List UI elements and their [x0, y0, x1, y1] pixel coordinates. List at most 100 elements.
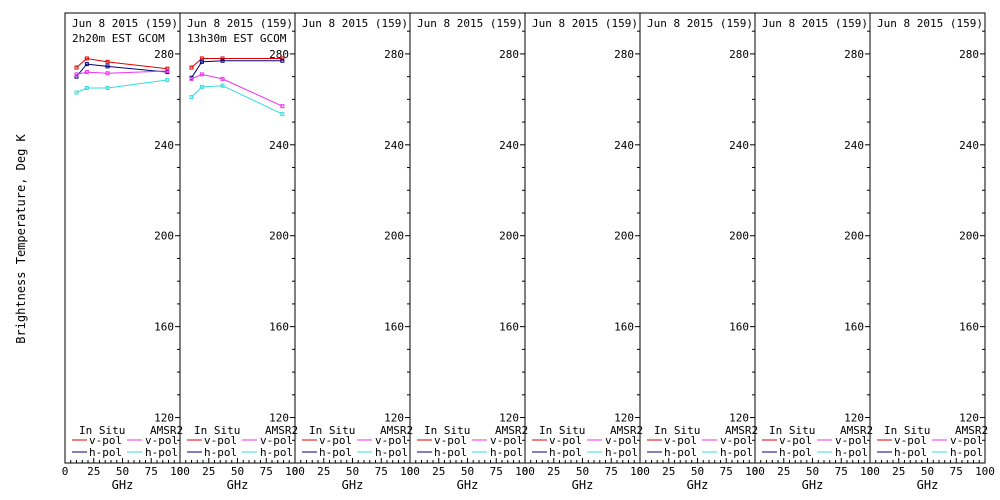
data-point — [105, 86, 110, 90]
y-tick-label: 120 — [384, 412, 404, 425]
panel-7: Jun 8 2015 (159) 120 160 200 240 280 0 25 50 75 10… — [752, 12, 880, 492]
y-axis-label: Brightness Temperature, Deg K — [14, 133, 28, 343]
panel-title: Jun 8 2015 (159) — [762, 17, 868, 30]
data-point — [220, 83, 225, 88]
data-point — [84, 56, 89, 61]
x-tick-label: 75 — [835, 465, 848, 478]
y-tick-label: 120 — [499, 412, 519, 425]
x-tick-label: 100 — [860, 465, 880, 478]
x-tick-label: 75 — [950, 465, 963, 478]
data-point — [280, 104, 285, 109]
legend-label-amsr2-h: h-pol — [260, 446, 293, 459]
data-point — [74, 90, 79, 95]
data-point — [84, 86, 89, 90]
y-tick-label: 200 — [729, 230, 749, 243]
data-point — [220, 56, 225, 61]
x-tick-label: 75 — [260, 465, 273, 478]
x-tick-label: 25 — [547, 465, 560, 478]
y-tick-label: 200 — [959, 230, 979, 243]
legend-amsr2: AMSR2 — [380, 424, 413, 437]
x-tick-label: 0 — [637, 465, 644, 478]
x-tick-label: 50 — [806, 465, 819, 478]
y-tick-label: 160 — [154, 321, 174, 334]
x-tick-label: 100 — [400, 465, 420, 478]
data-point — [84, 62, 89, 67]
x-tick-label: 50 — [461, 465, 474, 478]
y-tick-label: 240 — [729, 139, 749, 152]
legend-label-amsr2-v: v-pol — [375, 434, 408, 447]
y-tick-label: 120 — [614, 412, 634, 425]
panel-title: Jun 8 2015 (159) — [187, 17, 293, 30]
legend-label-amsr2-v: v-pol — [605, 434, 638, 447]
x-tick-label: 25 — [892, 465, 905, 478]
y-tick-label: 240 — [154, 139, 174, 152]
x-tick-label: 50 — [116, 465, 129, 478]
series-line-amsr2-h — [191, 85, 283, 115]
legend-in-situ: In Situ — [769, 424, 815, 437]
series-line-insitu-v — [191, 58, 283, 68]
series-line-insitu-h — [76, 63, 168, 77]
y-tick-label: 280 — [614, 48, 634, 61]
y-tick-label: 200 — [499, 230, 519, 243]
y-tick-label: 120 — [844, 412, 864, 425]
y-tick-label: 200 — [384, 230, 404, 243]
x-tick-label: 0 — [177, 465, 184, 478]
panel-3: Jun 8 2015 (159) 120 160 200 240 280 0 25 50 75 10… — [292, 12, 420, 492]
legend-label-insitu-h: h-pol — [204, 446, 237, 459]
y-tick-label: 120 — [959, 412, 979, 425]
y-tick-label: 280 — [499, 48, 519, 61]
legend-in-situ: In Situ — [539, 424, 585, 437]
panel-title: Jun 8 2015 (159) — [417, 17, 523, 30]
data-point — [105, 64, 110, 69]
x-tick-label: 0 — [62, 465, 69, 478]
x-tick-label: 25 — [317, 465, 330, 478]
legend-label-amsr2-h: h-pol — [375, 446, 408, 459]
x-tick-label: 25 — [432, 465, 445, 478]
legend-label-amsr2-v: v-pol — [145, 434, 178, 447]
x-tick-label: 100 — [975, 465, 995, 478]
data-point — [165, 68, 170, 73]
panel-title: Jun 8 2015 (159) — [72, 17, 178, 30]
legend-label-insitu-h: h-pol — [89, 446, 122, 459]
x-tick-label: 75 — [145, 465, 158, 478]
y-tick-label: 200 — [269, 230, 289, 243]
y-tick-label: 200 — [614, 230, 634, 243]
data-point — [199, 59, 204, 64]
x-tick-label: 100 — [285, 465, 305, 478]
panel-6: Jun 8 2015 (159) 120 160 200 240 280 0 25 50 75 10… — [637, 12, 765, 492]
x-axis-label: GHz — [457, 478, 479, 492]
panels: Jun 8 2015 (159) 2h20m EST GCOM 120 160 200 2… — [62, 12, 995, 492]
x-axis-label: GHz — [112, 478, 134, 492]
series-line-amsr2-h — [76, 79, 168, 93]
x-tick-label: 100 — [630, 465, 650, 478]
y-tick-label: 280 — [844, 48, 864, 61]
y-tick-label: 160 — [729, 321, 749, 334]
panel-subtitle: 13h30m EST GCOM — [187, 32, 287, 45]
legend-label-amsr2-v: v-pol — [260, 434, 293, 447]
y-tick-label: 240 — [959, 139, 979, 152]
legend-label-insitu-v: v-pol — [89, 434, 122, 447]
x-tick-label: 50 — [921, 465, 934, 478]
legend-label-amsr2-h: h-pol — [720, 446, 753, 459]
x-tick-label: 0 — [292, 465, 299, 478]
y-tick-label: 160 — [384, 321, 404, 334]
x-tick-label: 100 — [170, 465, 190, 478]
y-tick-label: 280 — [959, 48, 979, 61]
data-point — [189, 95, 194, 100]
x-tick-label: 50 — [691, 465, 704, 478]
y-tick-label: 160 — [844, 321, 864, 334]
x-tick-label: 100 — [745, 465, 765, 478]
y-tick-label: 120 — [269, 412, 289, 425]
legend-amsr2: AMSR2 — [955, 424, 988, 437]
y-tick-label: 280 — [154, 48, 174, 61]
series-line-amsr2-v — [76, 70, 168, 75]
data-point — [74, 72, 79, 77]
legend-in-situ: In Situ — [194, 424, 240, 437]
legend-amsr2: AMSR2 — [150, 424, 183, 437]
